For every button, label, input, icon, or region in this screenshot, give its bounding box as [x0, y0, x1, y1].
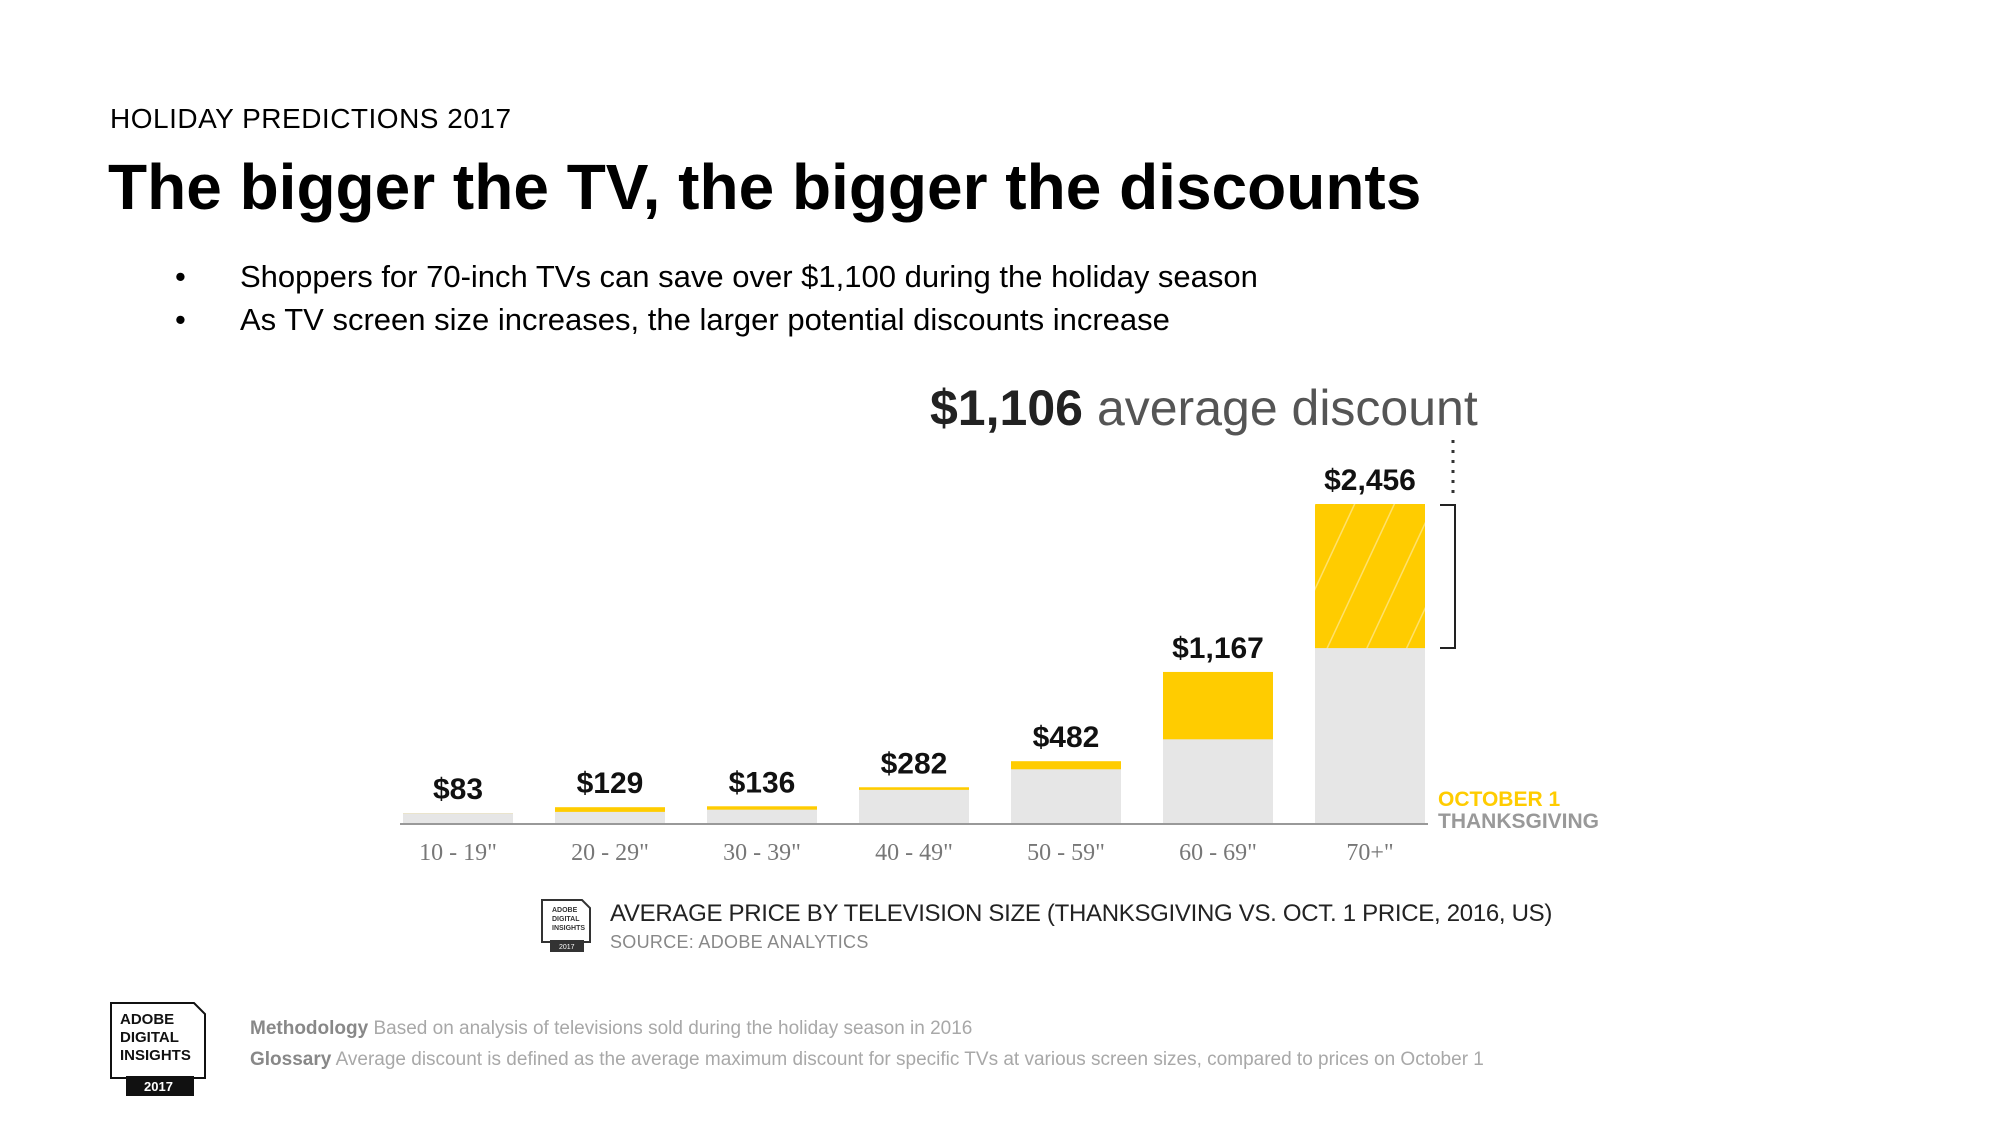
eyebrow: HOLIDAY PREDICTIONS 2017 — [110, 103, 512, 134]
bar-thanksgiving-4 — [1011, 769, 1121, 824]
methodology-note: Methodology Based on analysis of televis… — [250, 1018, 972, 1040]
page-title: The bigger the TV, the bigger the discou… — [108, 151, 1422, 223]
category-label-0: 10 - 19" — [419, 840, 497, 866]
category-label-6: 70+" — [1346, 840, 1393, 866]
svg-text:ADOBE: ADOBE — [552, 907, 578, 914]
svg-text:ADOBE: ADOBE — [120, 1011, 174, 1028]
value-label-3: $282 — [881, 747, 948, 780]
glossary-note: Glossary Average discount is defined as … — [250, 1049, 1484, 1071]
category-label-5: 60 - 69" — [1179, 840, 1257, 866]
value-label-2: $136 — [729, 766, 796, 799]
callout: $1,106 average discount — [930, 380, 1478, 436]
methodology-label: Methodology — [250, 1018, 369, 1039]
bar-thanksgiving-2 — [707, 809, 817, 824]
category-label-3: 40 - 49" — [875, 840, 953, 866]
value-label-6: $2,456 — [1324, 464, 1416, 497]
methodology-text: Based on analysis of televisions sold du… — [373, 1018, 973, 1039]
bullet-item: • As TV screen size increases, the larger… — [175, 298, 1258, 341]
svg-text:DIGITAL: DIGITAL — [120, 1029, 179, 1046]
adobe-badge-small: ADOBE DIGITAL INSIGHTS 2017 — [541, 899, 591, 952]
bullet-dot: • — [175, 259, 186, 294]
glossary-text: Average discount is defined as the avera… — [335, 1049, 1484, 1070]
svg-text:INSIGHTS: INSIGHTS — [120, 1047, 191, 1064]
svg-text:DIGITAL: DIGITAL — [552, 916, 580, 923]
bar-thanksgiving-6 — [1315, 648, 1425, 824]
svg-text:INSIGHTS: INSIGHTS — [552, 925, 585, 932]
legend-october: OCTOBER 1 — [1438, 788, 1560, 811]
category-label-1: 20 - 29" — [571, 840, 649, 866]
legend-thanksgiving: THANKSGIVING — [1438, 810, 1599, 833]
svg-text:2017: 2017 — [144, 1079, 173, 1094]
chart-source: SOURCE: ADOBE ANALYTICS — [610, 932, 869, 952]
bar-thanksgiving-0 — [403, 813, 513, 824]
value-label-0: $83 — [433, 773, 483, 806]
category-label-2: 30 - 39" — [723, 840, 801, 866]
bar-thanksgiving-3 — [859, 789, 969, 824]
callout-amount: $1,106 — [930, 380, 1083, 436]
adobe-digital-insights-logo: ADOBE DIGITAL INSIGHTS 2017 — [110, 1002, 206, 1096]
bullet-list: • Shoppers for 70-inch TVs can save over … — [175, 255, 1258, 341]
glossary-label: Glossary — [250, 1049, 332, 1070]
bullet-item: • Shoppers for 70-inch TVs can save over … — [175, 255, 1258, 298]
bullet-dot: • — [175, 302, 186, 337]
discount-bracket — [1440, 504, 1456, 649]
bullet-text: Shoppers for 70-inch TVs can save over $… — [240, 259, 1258, 294]
value-label-1: $129 — [577, 767, 644, 800]
category-label-4: 50 - 59" — [1027, 840, 1105, 866]
svg-text:2017: 2017 — [559, 944, 575, 951]
bullet-text: As TV screen size increases, the larger … — [240, 302, 1170, 337]
value-label-4: $482 — [1033, 721, 1100, 754]
bar-thanksgiving-5 — [1163, 739, 1273, 824]
chart-caption: AVERAGE PRICE BY TELEVISION SIZE (THANKS… — [610, 900, 1553, 927]
bar-thanksgiving-1 — [555, 811, 665, 824]
value-label-5: $1,167 — [1172, 632, 1264, 665]
callout-text: average discount — [1097, 380, 1478, 436]
